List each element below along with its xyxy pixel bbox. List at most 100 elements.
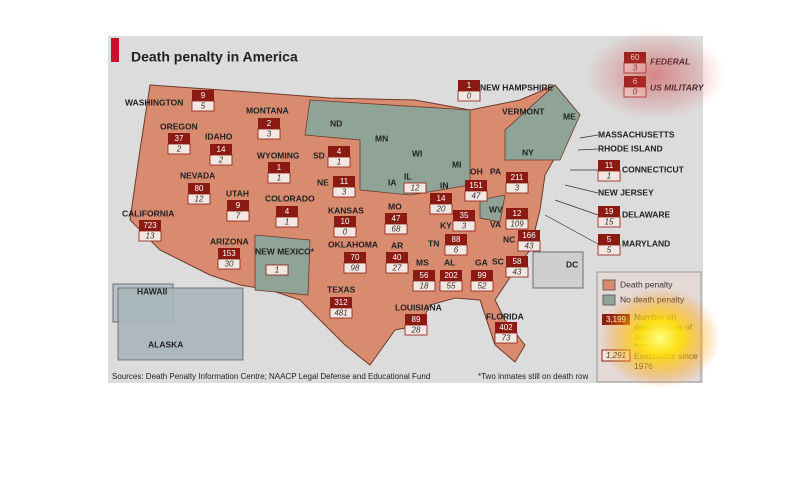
death-row-box — [445, 234, 467, 245]
executions-count: 0 — [343, 228, 348, 237]
executions-count: 30 — [225, 260, 234, 269]
death-row-count: 70 — [351, 253, 360, 262]
state-label: UTAH — [226, 188, 249, 198]
executions-box — [597, 244, 621, 256]
state-label: NC — [503, 234, 515, 244]
legend-swatch — [602, 294, 616, 306]
state-label: ND — [330, 118, 342, 128]
death-row-count: 47 — [392, 214, 401, 223]
executions-box — [275, 216, 299, 228]
executions-box — [327, 156, 351, 168]
death-row-box — [430, 193, 452, 204]
state-label: AL — [444, 257, 455, 267]
death-row-count: 10 — [341, 217, 350, 226]
state-label: NY — [522, 147, 534, 157]
title: Death penalty in America — [131, 49, 298, 65]
state-label: NEW MEXICO* — [255, 246, 315, 256]
executions-box — [167, 143, 191, 155]
state-label: OKLAHOMA — [328, 239, 378, 249]
executions-box — [217, 258, 241, 270]
executions-box — [505, 218, 529, 230]
death-row-box — [458, 80, 480, 91]
executions-box — [444, 244, 468, 256]
death-row-box — [465, 180, 487, 191]
death-row-count: 35 — [460, 211, 469, 220]
state-label: KY — [440, 220, 452, 230]
executions-count: 43 — [525, 242, 534, 251]
death-row-count: 99 — [478, 271, 487, 280]
state-label: SD — [313, 150, 325, 160]
executions-count: 481 — [334, 309, 347, 318]
state-label: MASSACHUSETTS — [598, 129, 675, 139]
executions-count: 109 — [510, 220, 524, 229]
state-label: OREGON — [160, 121, 198, 131]
death-row-box — [518, 230, 540, 241]
death-row-box — [471, 270, 493, 281]
executions-box — [494, 332, 518, 344]
death-row-count: 402 — [499, 323, 513, 332]
death-row-count: 88 — [452, 235, 461, 244]
death-row-box — [453, 210, 475, 221]
death-row-count: 1 — [277, 163, 282, 172]
death-row-box — [258, 118, 280, 129]
executions-count: 7 — [236, 212, 241, 221]
executions-box — [226, 210, 250, 222]
state-label: WASHINGTON — [125, 97, 183, 107]
state-label: ME — [563, 111, 576, 121]
executions-box — [597, 216, 621, 228]
leader-line — [544, 214, 599, 245]
legend-label: Death penalty — [620, 279, 673, 289]
death-row-box — [385, 213, 407, 224]
state-label: AR — [391, 240, 403, 250]
executions-box — [439, 280, 463, 292]
executions-count: 3 — [515, 184, 520, 193]
state-label: VERMONT — [502, 106, 545, 116]
death-row-box — [334, 216, 356, 227]
executions-box — [267, 172, 291, 184]
death-row-count: 2 — [267, 119, 272, 128]
executions-count: 5 — [607, 246, 612, 255]
state-label: DELAWARE — [622, 209, 671, 219]
death-row-count: 723 — [143, 221, 157, 230]
executions-box — [385, 262, 409, 274]
executions-count: 55 — [447, 282, 456, 291]
state-label: ARIZONA — [210, 236, 249, 246]
executions-count: 6 — [454, 246, 459, 255]
death-row-box — [598, 160, 620, 171]
death-row-count: 4 — [337, 147, 342, 156]
death-row-box — [344, 252, 366, 263]
death-row-count: 14 — [217, 145, 226, 154]
death-row-box — [386, 252, 408, 263]
death-row-box — [276, 206, 298, 217]
executions-count: 0 — [467, 92, 472, 101]
sources: Sources: Death Penalty Information Centr… — [112, 372, 430, 381]
death-row-count: 153 — [222, 249, 236, 258]
executions-count: 15 — [605, 218, 614, 227]
executions-box — [412, 280, 436, 292]
death-row-box — [405, 314, 427, 325]
executions-box — [403, 182, 427, 194]
death-row-count: 1 — [467, 81, 472, 90]
state-label: WV — [489, 204, 503, 214]
death-row-box — [139, 220, 161, 231]
state-label: ALASKA — [148, 339, 183, 349]
state-label: PA — [490, 166, 501, 176]
executions-box — [505, 266, 529, 278]
state-label: KANSAS — [328, 205, 364, 215]
death-row-box — [598, 234, 620, 245]
death-row-box — [328, 146, 350, 157]
state-label: IL — [404, 171, 412, 181]
death-row-box — [168, 133, 190, 144]
state-label: NEW HAMPSHIRE — [480, 82, 554, 92]
death-row-count: 4 — [285, 207, 290, 216]
executions-count: 12 — [411, 184, 420, 193]
death-row-count: 56 — [420, 271, 429, 280]
executions-count: 27 — [392, 264, 402, 273]
death-row-count: 151 — [469, 181, 483, 190]
leader-line — [577, 148, 599, 151]
state-label: IA — [388, 177, 397, 187]
state-label: MS — [416, 257, 429, 267]
executions-box — [329, 307, 353, 319]
executions-box — [138, 230, 162, 242]
state-label: TEXAS — [327, 284, 356, 294]
